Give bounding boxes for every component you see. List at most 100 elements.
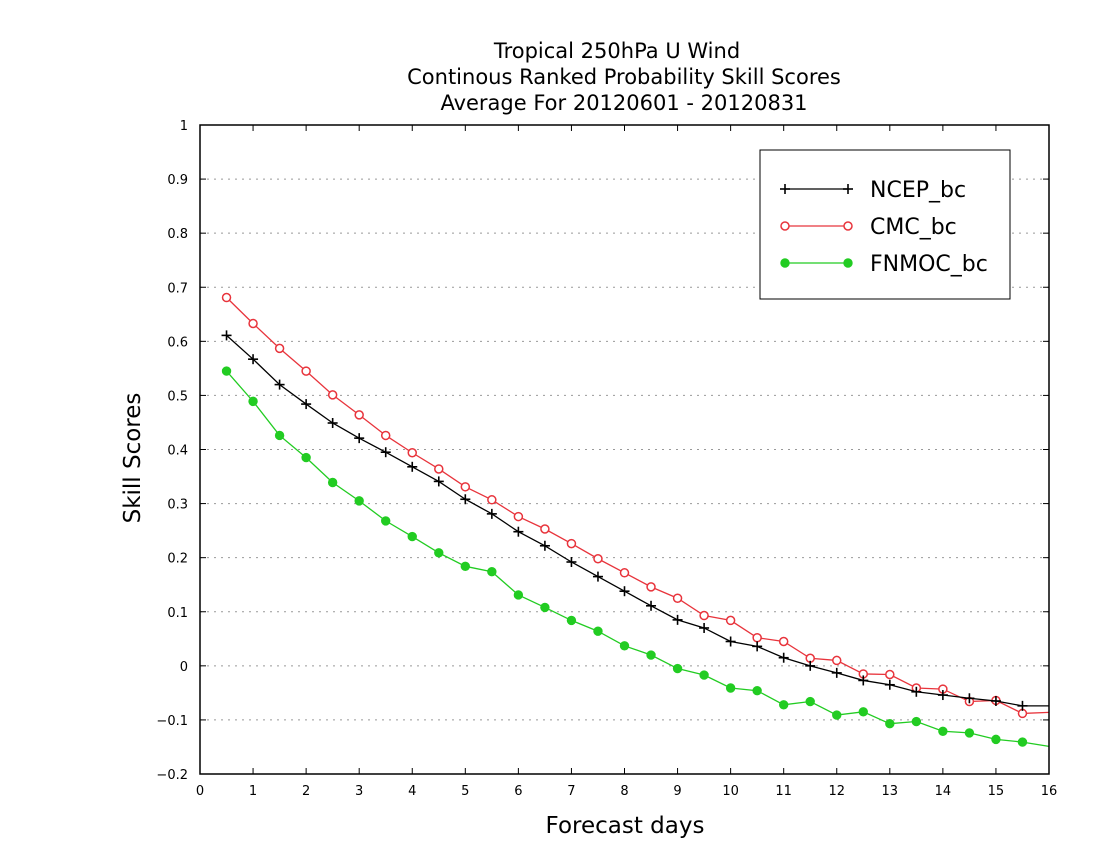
y-tick-label: 0.9 bbox=[167, 173, 188, 188]
data-point bbox=[1017, 700, 1028, 711]
legend-marker-right bbox=[843, 221, 853, 231]
x-tick-label: 6 bbox=[514, 784, 522, 799]
data-point bbox=[566, 556, 577, 567]
data-point bbox=[1017, 737, 1028, 747]
y-tick-label: 0 bbox=[180, 660, 188, 675]
x-tick-label: 2 bbox=[302, 784, 310, 799]
data-point bbox=[221, 330, 232, 341]
legend-marker-right bbox=[843, 184, 853, 194]
data-point bbox=[778, 700, 789, 710]
data-point bbox=[990, 695, 1001, 706]
data-point bbox=[248, 354, 259, 365]
chart-title-block: Tropical 250hPa U Wind Continous Ranked … bbox=[407, 39, 841, 115]
data-point bbox=[460, 482, 471, 492]
data-point bbox=[540, 602, 550, 613]
data-point bbox=[407, 461, 418, 472]
chart-title-line-2: Continous Ranked Probability Skill Score… bbox=[407, 65, 841, 89]
data-point bbox=[619, 641, 630, 651]
data-point bbox=[885, 719, 895, 729]
x-tick-label: 8 bbox=[620, 784, 628, 799]
data-point bbox=[885, 669, 895, 680]
chart-title-line-1: Tropical 250hPa U Wind bbox=[493, 39, 740, 63]
x-tick-label: 3 bbox=[355, 784, 363, 799]
data-point bbox=[672, 614, 683, 625]
data-point bbox=[460, 561, 471, 572]
data-point bbox=[460, 494, 471, 505]
data-point bbox=[858, 707, 868, 717]
y-tick-label: 0.3 bbox=[167, 498, 188, 513]
legend-marker-left bbox=[780, 258, 790, 268]
data-point bbox=[407, 447, 417, 458]
x-tick-label: 13 bbox=[882, 784, 899, 799]
data-point bbox=[301, 366, 311, 376]
legend-label: CMC_bc bbox=[870, 215, 957, 240]
data-point bbox=[221, 292, 232, 303]
data-point bbox=[938, 726, 948, 736]
gridlines bbox=[200, 178, 1049, 721]
legend-entry: NCEP_bc bbox=[780, 178, 966, 203]
data-point bbox=[805, 660, 816, 671]
data-point bbox=[486, 508, 497, 519]
data-point bbox=[884, 679, 895, 690]
data-point bbox=[539, 540, 550, 551]
data-point bbox=[381, 516, 391, 526]
x-tick-label: 0 bbox=[196, 784, 204, 799]
data-point bbox=[991, 734, 1001, 745]
data-point bbox=[778, 652, 789, 663]
data-point bbox=[752, 641, 763, 652]
data-point bbox=[858, 675, 869, 686]
x-tick-label: 12 bbox=[828, 784, 845, 799]
legend-entry: FNMOC_bc bbox=[780, 252, 988, 277]
y-tick-label: 1 bbox=[180, 119, 188, 134]
legend-marker-left bbox=[780, 221, 790, 231]
y-tick-label: 0.4 bbox=[167, 444, 188, 459]
y-tick-label: 0.2 bbox=[167, 552, 188, 567]
data-point bbox=[354, 496, 364, 506]
data-point bbox=[380, 430, 391, 441]
x-tick-label: 14 bbox=[935, 784, 952, 799]
y-tick-label: −0.1 bbox=[156, 714, 188, 729]
data-point bbox=[540, 524, 550, 534]
data-point bbox=[592, 571, 603, 582]
data-point bbox=[725, 615, 736, 626]
series-cmc-bc bbox=[221, 292, 1050, 719]
data-point bbox=[274, 430, 285, 441]
data-point bbox=[248, 396, 258, 407]
data-point bbox=[327, 417, 338, 428]
y-tick-label: −0.2 bbox=[156, 768, 188, 783]
data-point bbox=[434, 548, 444, 558]
data-point bbox=[964, 728, 975, 738]
data-point bbox=[354, 410, 364, 420]
data-point bbox=[752, 686, 762, 696]
series-layer bbox=[221, 292, 1050, 748]
x-tick-label: 16 bbox=[1041, 784, 1058, 799]
x-tick-label: 4 bbox=[408, 784, 416, 799]
data-point bbox=[725, 636, 736, 647]
x-tick-label: 5 bbox=[461, 784, 469, 799]
x-tick-label: 11 bbox=[775, 784, 792, 799]
data-point bbox=[433, 476, 444, 487]
series-fnmoc-bc bbox=[221, 366, 1050, 748]
legend-label: NCEP_bc bbox=[870, 178, 966, 203]
data-point bbox=[301, 399, 312, 410]
y-tick-label: 0.7 bbox=[167, 281, 188, 296]
y-axis: −0.2 −0.1 0 0.1 0.2 0.3 0.4 0.5 0.6 0.7 0.8 0.9 1 bbox=[156, 119, 1049, 783]
legend-box bbox=[759, 149, 1011, 300]
data-point bbox=[593, 553, 603, 564]
x-tick-label: 15 bbox=[988, 784, 1005, 799]
data-point bbox=[646, 650, 656, 660]
series-line bbox=[226, 297, 1050, 715]
data-point bbox=[248, 318, 258, 329]
x-axis: 0 1 2 3 4 5 6 7 8 9 10 11 12 13 14 15 16 bbox=[196, 125, 1057, 799]
data-point bbox=[593, 626, 603, 636]
x-tick-label: 10 bbox=[722, 784, 739, 799]
data-point bbox=[778, 636, 789, 647]
data-point bbox=[513, 590, 524, 600]
chart-title-line-3: Average For 20120601 - 20120831 bbox=[440, 91, 807, 115]
data-point bbox=[832, 710, 842, 720]
data-point bbox=[699, 622, 710, 633]
data-point bbox=[566, 538, 577, 549]
series-line bbox=[226, 370, 1050, 748]
y-axis-label: Skill Scores bbox=[120, 393, 146, 524]
